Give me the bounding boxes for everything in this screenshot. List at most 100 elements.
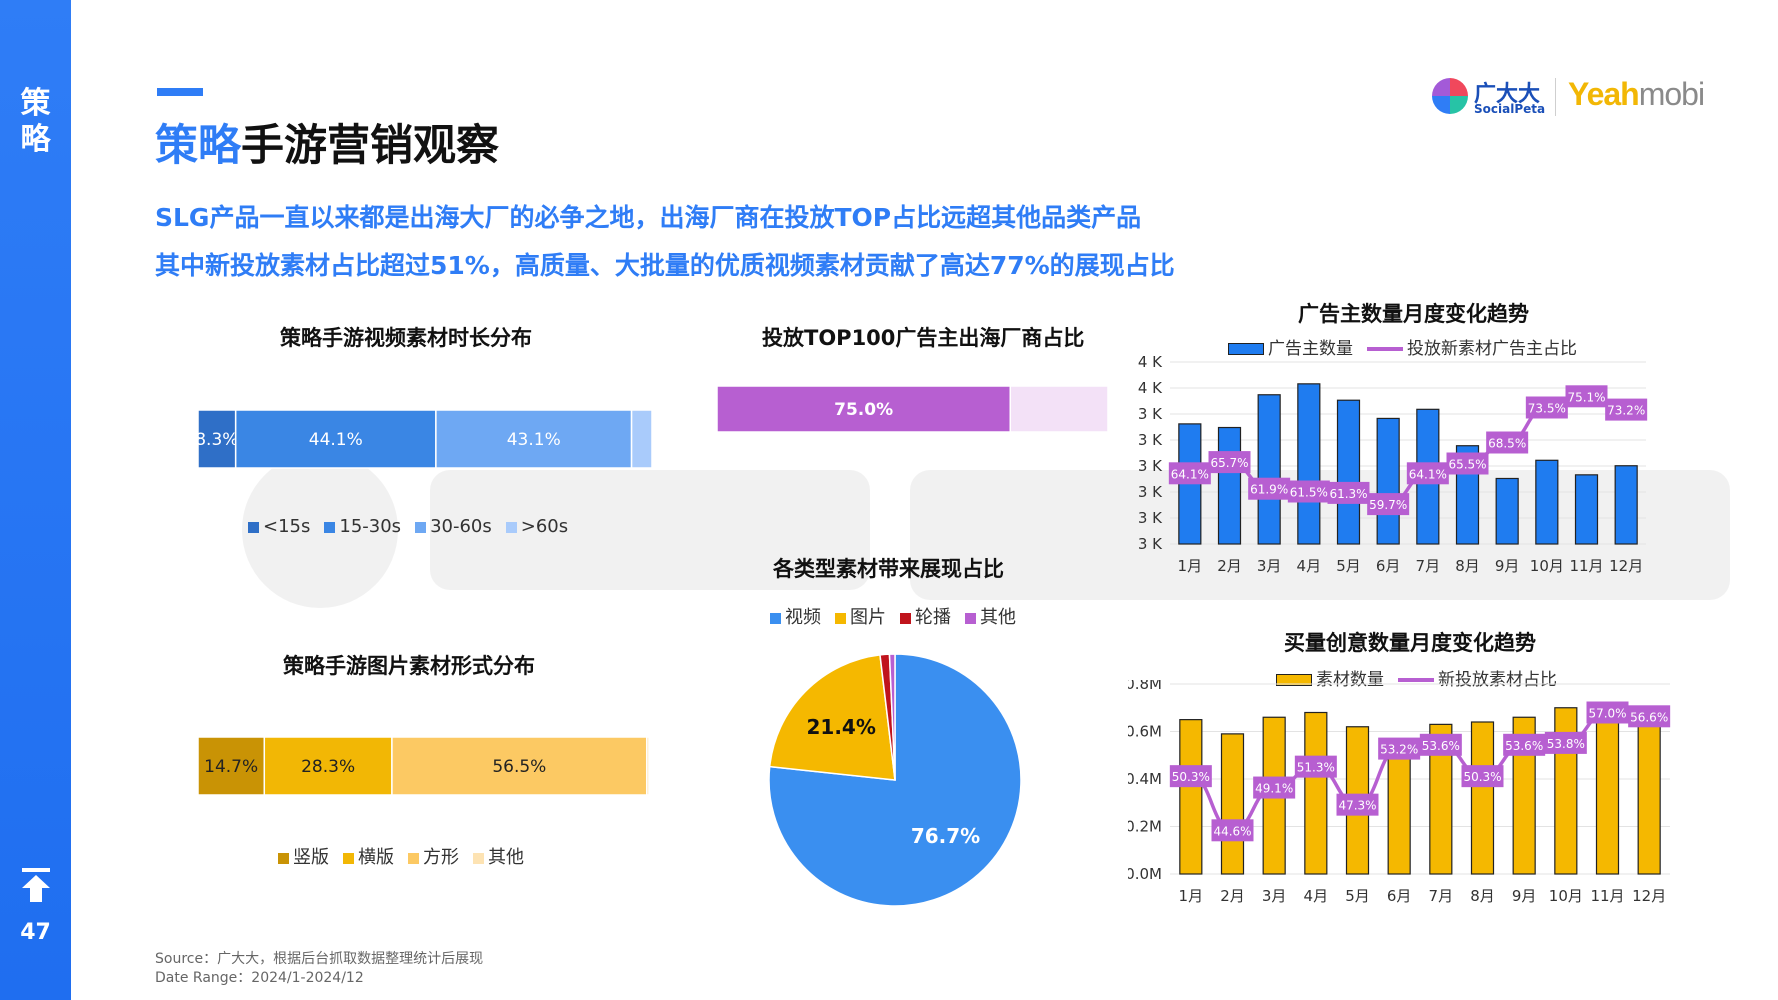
advertiser-trend-chart: 3 K 3 K 3 K 3 K 3 K 3 K 4 K 4 K 1月 2月 3月 4月 5月 6月 7月 8月…	[1138, 353, 1648, 575]
x-tick-label: 3月	[1257, 557, 1282, 575]
title-accent-bar	[157, 88, 203, 96]
video-duration-segment-label: 44.1%	[309, 430, 363, 450]
y-tick-label: 0.0M	[1128, 865, 1162, 883]
line-label: 53.6%	[1422, 739, 1460, 753]
image-format-segment-label: 28.3%	[301, 757, 355, 777]
line-label: 53.2%	[1380, 743, 1418, 757]
top100-share-segment	[1009, 385, 1109, 433]
line-label: 73.2%	[1607, 404, 1645, 418]
image-format-segment	[197, 736, 266, 796]
impression-share-legend-label: 轮播	[915, 607, 951, 628]
subtitle-line-2: 其中新投放素材占比超过51%，高质量、大批量的优质视频素材贡献了高达77%的展现…	[155, 251, 1175, 280]
legend-swatch-icon	[324, 521, 336, 533]
line-label: 65.5%	[1448, 458, 1486, 472]
logo-yeahmobi: Yeahmobi	[1568, 76, 1705, 113]
subtitle-line-1: SLG产品一直以来都是出海大厂的必争之地，出海厂商在投放TOP占比远超其他品类产…	[155, 203, 1142, 232]
video-duration-segment	[435, 409, 633, 469]
bar	[1387, 740, 1411, 875]
line-label-box	[1211, 819, 1254, 842]
sidebar-section-label-2: 略	[20, 122, 51, 157]
pie-slice-label: 21.4%	[807, 715, 876, 739]
line-label-box	[1503, 733, 1546, 756]
video-duration-segment-label: 8.3%	[195, 430, 238, 450]
x-tick-label: 2月	[1220, 887, 1245, 905]
bar	[1614, 465, 1638, 545]
x-tick-label: 4月	[1297, 557, 1322, 575]
line-label-box	[1544, 731, 1587, 754]
page-number: 47	[20, 920, 51, 945]
line-label-box	[1406, 462, 1449, 485]
line-label: 47.3%	[1338, 799, 1376, 813]
line-label-box	[1327, 481, 1370, 504]
image-format-title: 策略手游图片素材形式分布	[283, 654, 535, 678]
line-label-box	[1419, 733, 1462, 756]
line-label: 75.1%	[1567, 390, 1605, 404]
video-duration-legend: <15s 15-30s 30-60s >60s	[248, 516, 568, 537]
line-label-box	[1248, 477, 1291, 500]
logo-yeah: Yeah	[1568, 76, 1640, 112]
impression-share-legend-label: 其他	[980, 607, 1016, 628]
impression-share-legend-item: 其他	[965, 603, 1016, 629]
line-label: 65.7%	[1210, 456, 1248, 470]
legend-swatch-icon	[415, 521, 427, 533]
legend-item-creative-count: 素材数量	[1276, 665, 1384, 690]
line-label: 49.1%	[1255, 782, 1293, 796]
line-label-box	[1486, 431, 1529, 454]
x-tick-label: 2月	[1217, 557, 1242, 575]
legend-swatch-icon	[343, 852, 354, 864]
bar	[1257, 394, 1281, 545]
video-duration-legend-label: 30-60s	[430, 516, 492, 537]
line-label-box	[1461, 765, 1504, 788]
back-to-top-icon[interactable]	[22, 868, 50, 902]
video-duration-legend-label: 15-30s	[339, 516, 402, 537]
source-note: Source：广大大，根据后台抓取数据整理统计后展现	[155, 951, 484, 967]
pie-slice-label: 76.7%	[911, 824, 980, 848]
creative-trend-title: 买量创意数量月度变化趋势	[1284, 631, 1536, 655]
legend-item-new-creative-share: 投放新素材广告主占比	[1367, 334, 1577, 359]
y-tick-label: 3 K	[1138, 535, 1163, 553]
impression-share-legend-item: 视频	[770, 603, 821, 629]
top100-share-title: 投放TOP100广告主出海厂商占比	[762, 326, 1085, 350]
y-tick-label: 0.2M	[1128, 818, 1162, 836]
line-label-box	[1294, 755, 1337, 778]
line-label-box	[1565, 385, 1608, 408]
brand-logo: 广大大 SocialPeta Yeahmobi	[1430, 74, 1720, 124]
bar	[1595, 707, 1620, 875]
image-format-legend-item: 其他	[473, 843, 524, 869]
y-tick-label: 0.6M	[1128, 723, 1162, 741]
impression-share-legend-item: 轮播	[900, 603, 951, 629]
image-format-segment	[263, 736, 393, 796]
impression-share-legend: 视频 图片 轮播 其他	[770, 603, 1016, 629]
y-tick-label: 3 K	[1138, 483, 1163, 501]
line-label: 64.1%	[1171, 467, 1209, 481]
line-label-box	[1525, 396, 1568, 419]
legend-item-advertiser-count: 广告主数量	[1228, 334, 1353, 359]
bar	[1336, 399, 1361, 545]
line-label: 61.9%	[1250, 483, 1288, 497]
line-label: 64.1%	[1409, 467, 1447, 481]
advertiser-trend-legend: 广告主数量 投放新素材广告主占比	[1228, 334, 1577, 359]
logo-brand-cn: 广大大	[1474, 82, 1541, 107]
bar	[1470, 721, 1495, 875]
logo-brand-en: SocialPeta	[1474, 102, 1546, 116]
x-tick-label: 11月	[1569, 557, 1603, 575]
impression-share-legend-item: 图片	[835, 603, 886, 629]
x-tick-label: 10月	[1549, 887, 1583, 905]
line-label-box	[1336, 793, 1379, 816]
bar	[1512, 716, 1536, 875]
bar	[1297, 383, 1321, 545]
line-label-box	[1605, 398, 1648, 421]
line-label: 56.6%	[1630, 710, 1668, 724]
legend-swatch-icon	[248, 521, 259, 533]
bar	[1217, 426, 1242, 545]
x-tick-label: 4月	[1304, 887, 1329, 905]
x-tick-label: 12月	[1609, 557, 1643, 575]
y-tick-label: 3 K	[1138, 509, 1163, 527]
legend-swatch-line-icon	[1398, 678, 1434, 682]
sidebar: 策 略 47	[0, 0, 71, 1000]
line-label-box	[1586, 701, 1629, 724]
legend-swatch-line-icon	[1367, 347, 1403, 351]
bar	[1220, 733, 1245, 875]
line-label: 44.6%	[1213, 824, 1251, 838]
video-duration-legend-label: >60s	[520, 516, 569, 537]
